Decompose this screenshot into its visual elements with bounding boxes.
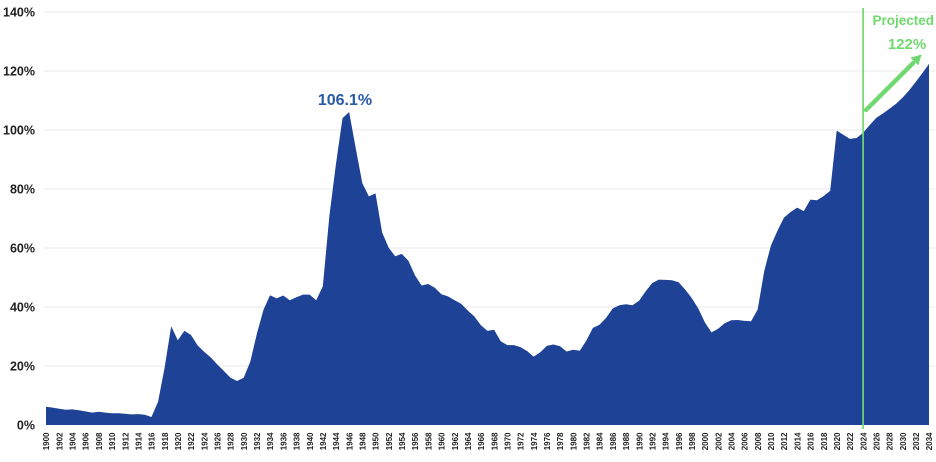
projection-arrow-shaft [863,61,916,113]
x-tick-label-2026: 2026 [873,432,882,450]
x-tick-label-2012: 2012 [780,432,789,450]
projection-arrow [863,54,922,113]
debt-area-series [46,63,929,426]
x-tick-label-1940: 1940 [306,432,315,450]
x-tick-label-2000: 2000 [701,432,710,450]
x-tick-label-1944: 1944 [332,432,341,450]
x-tick-label-2002: 2002 [714,432,723,450]
x-tick-label-1964: 1964 [464,432,473,450]
x-tick-label-1938: 1938 [293,432,302,450]
y-axis-labels-layer: 0% 20% 40% 60% 80% 100% 120% 140% [3,6,35,433]
x-tick-label-1996: 1996 [675,432,684,450]
y-tick-label-0%: 0% [17,419,35,433]
projection-arrowhead-icon [910,54,922,66]
x-tick-label-1906: 1906 [82,432,91,450]
x-tick-label-2034: 2034 [925,432,934,450]
x-tick-label-1920: 1920 [174,432,183,450]
x-tick-label-1924: 1924 [200,432,209,450]
x-tick-label-1960: 1960 [438,432,447,450]
x-tick-label-1902: 1902 [55,432,64,450]
x-tick-label-1900: 1900 [42,432,51,450]
x-tick-label-2030: 2030 [899,432,908,450]
x-tick-label-2020: 2020 [833,432,842,450]
x-tick-label-1936: 1936 [279,432,288,450]
y-tick-label-40%: 40% [10,301,35,315]
x-tick-label-1980: 1980 [569,432,578,450]
x-tick-label-2010: 2010 [767,432,776,450]
x-tick-label-1966: 1966 [477,432,486,450]
x-tick-label-1954: 1954 [398,432,407,450]
x-tick-label-2004: 2004 [728,432,737,450]
x-tick-label-1914: 1914 [135,432,144,450]
x-tick-label-1994: 1994 [662,432,671,450]
x-tick-label-2022: 2022 [846,432,855,450]
x-tick-label-1990: 1990 [635,432,644,450]
x-tick-label-1992: 1992 [648,432,657,450]
x-tick-label-2014: 2014 [793,432,802,450]
x-tick-label-1948: 1948 [359,432,368,450]
x-tick-label-1912: 1912 [121,432,130,450]
y-tick-label-120%: 120% [3,65,35,79]
y-tick-label-140%: 140% [3,6,35,20]
x-tick-label-1926: 1926 [214,432,223,450]
y-tick-label-80%: 80% [10,183,35,197]
x-tick-label-1976: 1976 [543,432,552,450]
projected-value-label: 122% [888,36,926,53]
x-tick-label-2016: 2016 [807,432,816,450]
x-tick-label-2024: 2024 [859,432,868,450]
area-series-layer [46,63,929,426]
x-tick-label-1928: 1928 [227,432,236,450]
x-tick-label-1934: 1934 [266,432,275,450]
x-tick-label-1952: 1952 [385,432,394,450]
x-tick-label-1916: 1916 [148,432,157,450]
x-tick-label-2032: 2032 [912,432,921,450]
gridlines-layer [44,11,935,367]
y-tick-label-20%: 20% [10,360,35,374]
peak-annotation: 106.1% [318,92,372,109]
x-tick-label-1908: 1908 [95,432,104,450]
x-tick-label-1998: 1998 [688,432,697,450]
x-tick-label-2008: 2008 [754,432,763,450]
x-tick-label-1958: 1958 [424,432,433,450]
x-tick-label-1970: 1970 [504,432,513,450]
x-tick-label-2006: 2006 [741,432,750,450]
x-tick-label-1982: 1982 [583,432,592,450]
x-tick-label-2018: 2018 [820,432,829,450]
y-tick-label-100%: 100% [3,124,35,138]
x-tick-label-1978: 1978 [556,432,565,450]
y-tick-label-60%: 60% [10,242,35,256]
x-tick-label-2028: 2028 [886,432,895,450]
x-tick-label-1968: 1968 [490,432,499,450]
x-tick-label-1962: 1962 [451,432,460,450]
x-tick-label-1974: 1974 [530,432,539,450]
x-tick-label-1950: 1950 [372,432,381,450]
x-tick-label-1930: 1930 [240,432,249,450]
x-tick-label-1988: 1988 [622,432,631,450]
x-tick-label-1946: 1946 [345,432,354,450]
x-tick-label-1910: 1910 [108,432,117,450]
x-tick-label-1942: 1942 [319,432,328,450]
x-tick-label-1922: 1922 [187,432,196,450]
x-tick-label-1956: 1956 [411,432,420,450]
x-tick-label-1972: 1972 [517,432,526,450]
x-tick-label-1986: 1986 [609,432,618,450]
x-tick-label-1932: 1932 [253,432,262,450]
x-tick-label-1904: 1904 [69,432,78,450]
projected-label: Projected [872,13,934,28]
x-axis-labels-layer: 1900 1902 1904 1906 1908 1910 1912 1914 1916 1918… [42,432,934,450]
x-tick-label-1918: 1918 [161,432,170,450]
x-tick-label-1984: 1984 [596,432,605,450]
